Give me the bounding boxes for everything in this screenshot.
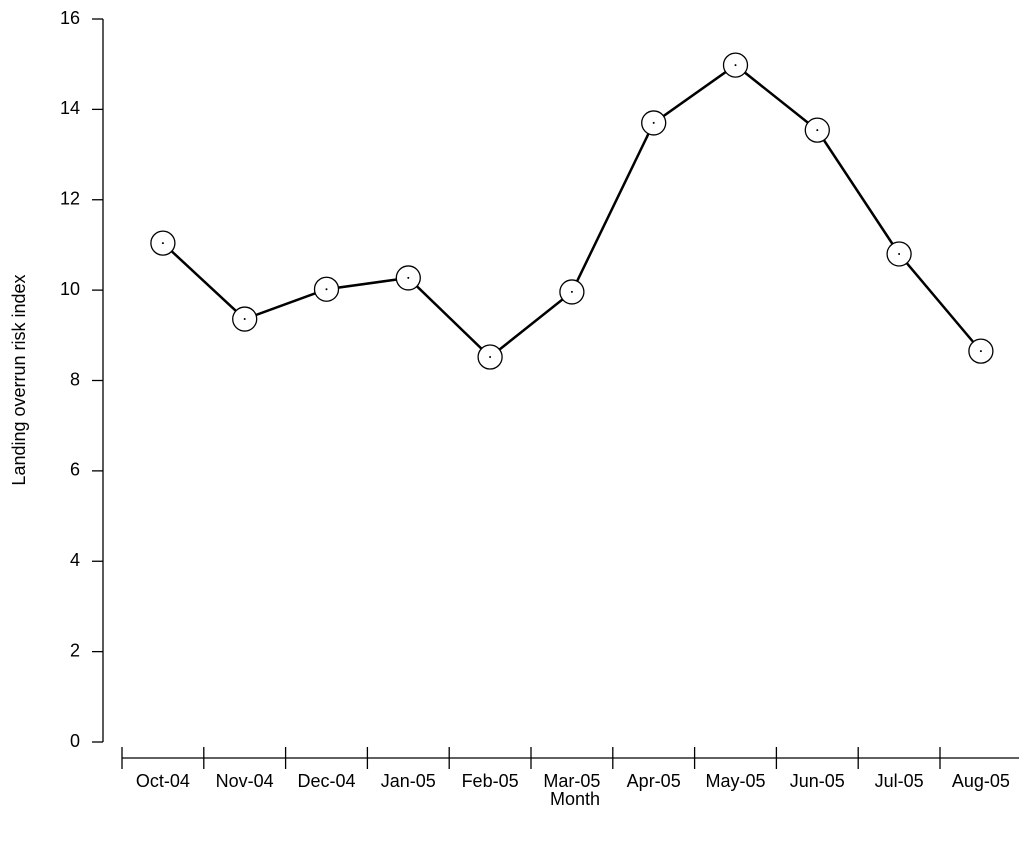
marker-dot (489, 356, 492, 359)
y-tick-label: 0 (70, 731, 80, 751)
x-tick-label: Nov-04 (216, 771, 274, 791)
y-tick-label: 14 (60, 98, 80, 118)
marker-dot (898, 252, 901, 255)
y-axis-label: Landing overrun risk index (9, 274, 29, 485)
x-tick-label: Jul-05 (875, 771, 924, 791)
y-tick-label: 10 (60, 279, 80, 299)
marker-dot (652, 121, 655, 124)
marker-dot (243, 318, 246, 321)
marker-dot (816, 129, 819, 132)
x-tick-label: Jan-05 (381, 771, 436, 791)
x-tick-label: Aug-05 (952, 771, 1010, 791)
y-tick-label: 16 (60, 8, 80, 28)
x-tick-label: Dec-04 (297, 771, 355, 791)
x-tick-label: Jun-05 (790, 771, 845, 791)
y-tick-label: 6 (70, 460, 80, 480)
x-axis-label: Month (550, 789, 600, 809)
x-tick-label: Oct-04 (136, 771, 190, 791)
marker-dot (734, 64, 737, 67)
y-tick-label: 12 (60, 189, 80, 209)
marker-dot (570, 290, 573, 293)
x-tick-label: Mar-05 (543, 771, 600, 791)
marker-dot (407, 276, 410, 279)
x-tick-label: Apr-05 (627, 771, 681, 791)
marker-dot (161, 242, 164, 245)
marker-dot (325, 288, 328, 291)
y-tick-label: 2 (70, 640, 80, 660)
marker-dot (979, 350, 982, 353)
x-tick-label: May-05 (705, 771, 765, 791)
y-tick-label: 4 (70, 550, 80, 570)
x-tick-label: Feb-05 (462, 771, 519, 791)
y-tick-label: 8 (70, 369, 80, 389)
line (162, 63, 982, 359)
